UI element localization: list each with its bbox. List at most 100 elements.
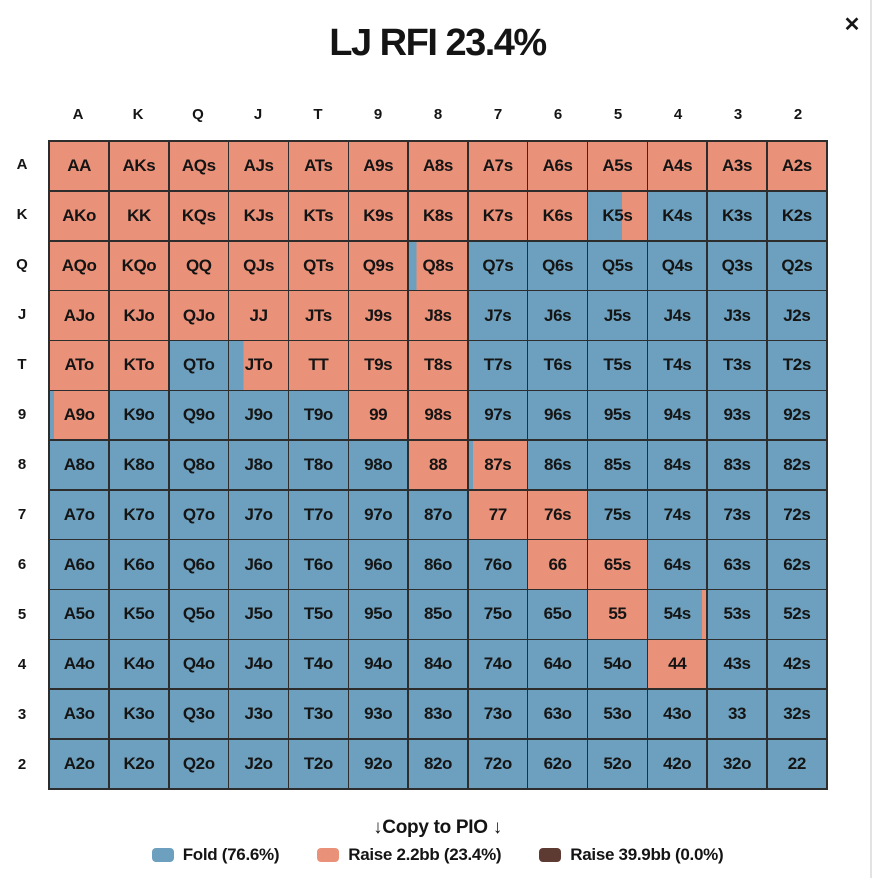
hand-cell-T3o[interactable]: T3o: [289, 689, 348, 739]
hand-cell-74o[interactable]: 74o: [468, 640, 527, 689]
hand-cell-63o[interactable]: 63o: [528, 689, 587, 739]
hand-cell-K2o[interactable]: K2o: [109, 739, 169, 788]
hand-cell-A9o[interactable]: A9o: [50, 391, 109, 440]
hand-cell-65s[interactable]: 65s: [588, 540, 647, 589]
hand-cell-A6s[interactable]: A6s: [528, 142, 587, 191]
hand-cell-T4o[interactable]: T4o: [289, 640, 348, 689]
hand-cell-94s[interactable]: 94s: [648, 391, 707, 440]
hand-cell-A8o[interactable]: A8o: [50, 440, 109, 490]
hand-cell-97o[interactable]: 97o: [349, 490, 408, 539]
hand-cell-54o[interactable]: 54o: [588, 640, 647, 689]
hand-cell-KQo[interactable]: KQo: [109, 241, 169, 290]
hand-cell-QTs[interactable]: QTs: [289, 241, 348, 290]
hand-cell-KTs[interactable]: KTs: [289, 191, 348, 241]
hand-cell-77[interactable]: 77: [468, 490, 527, 539]
hand-cell-62o[interactable]: 62o: [528, 739, 587, 788]
hand-cell-QTo[interactable]: QTo: [169, 341, 228, 390]
hand-cell-J6o[interactable]: J6o: [229, 540, 288, 589]
hand-cell-54s[interactable]: 54s: [648, 590, 707, 639]
hand-cell-52s[interactable]: 52s: [767, 590, 826, 639]
hand-cell-92o[interactable]: 92o: [349, 739, 408, 788]
hand-cell-J3o[interactable]: J3o: [229, 689, 288, 739]
hand-cell-A6o[interactable]: A6o: [50, 540, 109, 589]
hand-cell-33[interactable]: 33: [707, 689, 767, 739]
hand-cell-KQs[interactable]: KQs: [169, 191, 228, 241]
hand-cell-83s[interactable]: 83s: [707, 440, 767, 490]
hand-cell-J7s[interactable]: J7s: [468, 291, 527, 340]
hand-cell-22[interactable]: 22: [767, 739, 826, 788]
hand-cell-J9s[interactable]: J9s: [349, 291, 408, 340]
hand-cell-A9s[interactable]: A9s: [349, 142, 408, 191]
hand-cell-72s[interactable]: 72s: [767, 490, 826, 539]
hand-cell-K2s[interactable]: K2s: [767, 191, 826, 241]
hand-cell-75o[interactable]: 75o: [468, 590, 527, 639]
hand-cell-AA[interactable]: AA: [50, 142, 109, 191]
hand-cell-95s[interactable]: 95s: [588, 391, 647, 440]
hand-cell-AKs[interactable]: AKs: [109, 142, 169, 191]
hand-cell-42o[interactable]: 42o: [648, 739, 707, 788]
hand-cell-T9s[interactable]: T9s: [349, 341, 408, 390]
hand-cell-Q3o[interactable]: Q3o: [169, 689, 228, 739]
hand-cell-64o[interactable]: 64o: [528, 640, 587, 689]
hand-cell-95o[interactable]: 95o: [349, 590, 408, 639]
hand-cell-Q7o[interactable]: Q7o: [169, 490, 228, 539]
hand-cell-53s[interactable]: 53s: [707, 590, 767, 639]
hand-cell-88[interactable]: 88: [408, 440, 468, 490]
hand-cell-ATo[interactable]: ATo: [50, 341, 109, 390]
hand-cell-T9o[interactable]: T9o: [289, 391, 348, 440]
hand-cell-32o[interactable]: 32o: [707, 739, 767, 788]
hand-cell-T7o[interactable]: T7o: [289, 490, 348, 539]
hand-cell-98s[interactable]: 98s: [408, 391, 468, 440]
hand-cell-J4s[interactable]: J4s: [648, 291, 707, 340]
hand-cell-TT[interactable]: TT: [289, 341, 348, 390]
hand-cell-J5o[interactable]: J5o: [229, 590, 288, 639]
hand-cell-82s[interactable]: 82s: [767, 440, 826, 490]
hand-cell-A7o[interactable]: A7o: [50, 490, 109, 539]
hand-cell-63s[interactable]: 63s: [707, 540, 767, 589]
hand-cell-K6o[interactable]: K6o: [109, 540, 169, 589]
hand-cell-72o[interactable]: 72o: [468, 739, 527, 788]
hand-cell-85o[interactable]: 85o: [408, 590, 468, 639]
hand-cell-43s[interactable]: 43s: [707, 640, 767, 689]
hand-cell-K3o[interactable]: K3o: [109, 689, 169, 739]
hand-cell-Q3s[interactable]: Q3s: [707, 241, 767, 290]
hand-cell-86s[interactable]: 86s: [528, 440, 587, 490]
hand-cell-KK[interactable]: KK: [109, 191, 169, 241]
hand-cell-Q4o[interactable]: Q4o: [169, 640, 228, 689]
hand-cell-52o[interactable]: 52o: [588, 739, 647, 788]
hand-cell-93s[interactable]: 93s: [707, 391, 767, 440]
hand-cell-T7s[interactable]: T7s: [468, 341, 527, 390]
hand-cell-76s[interactable]: 76s: [528, 490, 587, 539]
hand-cell-K6s[interactable]: K6s: [528, 191, 587, 241]
hand-cell-T2o[interactable]: T2o: [289, 739, 348, 788]
hand-cell-AQs[interactable]: AQs: [169, 142, 228, 191]
hand-cell-J2o[interactable]: J2o: [229, 739, 288, 788]
hand-cell-96o[interactable]: 96o: [349, 540, 408, 589]
hand-cell-Q2s[interactable]: Q2s: [767, 241, 826, 290]
hand-cell-T3s[interactable]: T3s: [707, 341, 767, 390]
hand-cell-A2o[interactable]: A2o: [50, 739, 109, 788]
hand-cell-J3s[interactable]: J3s: [707, 291, 767, 340]
hand-cell-Q8o[interactable]: Q8o: [169, 440, 228, 490]
hand-cell-65o[interactable]: 65o: [528, 590, 587, 639]
hand-cell-T8o[interactable]: T8o: [289, 440, 348, 490]
hand-cell-K5o[interactable]: K5o: [109, 590, 169, 639]
hand-cell-K8s[interactable]: K8s: [408, 191, 468, 241]
hand-cell-AJs[interactable]: AJs: [229, 142, 288, 191]
hand-cell-A5s[interactable]: A5s: [588, 142, 647, 191]
hand-cell-QQ[interactable]: QQ: [169, 241, 228, 290]
hand-cell-JTs[interactable]: JTs: [289, 291, 348, 340]
close-icon[interactable]: ✕: [837, 10, 867, 40]
hand-cell-K4s[interactable]: K4s: [648, 191, 707, 241]
hand-cell-55[interactable]: 55: [588, 590, 647, 639]
hand-cell-QJs[interactable]: QJs: [229, 241, 288, 290]
hand-cell-75s[interactable]: 75s: [588, 490, 647, 539]
hand-cell-Q7s[interactable]: Q7s: [468, 241, 527, 290]
hand-cell-Q8s[interactable]: Q8s: [408, 241, 468, 290]
hand-cell-K7s[interactable]: K7s: [468, 191, 527, 241]
hand-cell-K5s[interactable]: K5s: [588, 191, 647, 241]
hand-cell-T5s[interactable]: T5s: [588, 341, 647, 390]
hand-cell-T4s[interactable]: T4s: [648, 341, 707, 390]
hand-cell-96s[interactable]: 96s: [528, 391, 587, 440]
hand-cell-A8s[interactable]: A8s: [408, 142, 468, 191]
